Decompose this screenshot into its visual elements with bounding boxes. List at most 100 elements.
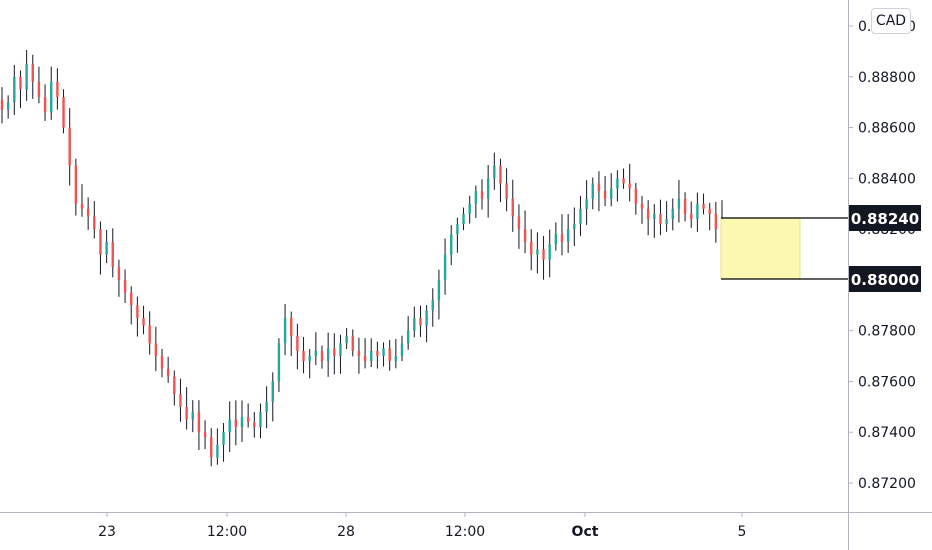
candle-body	[714, 213, 718, 230]
currency-badge[interactable]: CAD	[871, 8, 911, 34]
candle-body	[400, 343, 404, 357]
price-axis[interactable]: 0.872000.874000.876000.878000.882000.884…	[848, 19, 916, 492]
candle-body	[13, 76, 16, 103]
candle-body	[19, 76, 22, 90]
highlight-zone	[720, 217, 801, 280]
candle-body	[511, 198, 514, 217]
candle-body	[683, 198, 687, 214]
candle-body	[622, 178, 625, 184]
candle-body	[480, 191, 484, 199]
candle-body	[437, 279, 441, 301]
candle-body	[6, 102, 10, 110]
candle-body	[357, 350, 361, 357]
candle-body	[25, 64, 28, 90]
candle-body	[93, 216, 96, 230]
candle-body	[222, 432, 225, 445]
price-tick-label: 0.87200	[858, 476, 916, 492]
candle-body	[370, 350, 373, 362]
candle-body	[283, 317, 287, 344]
candle-body	[579, 208, 582, 225]
price-tick-label: 0.88800	[858, 70, 916, 86]
price-tick-label: 0.87400	[858, 425, 916, 441]
candle-body	[419, 317, 422, 326]
candle-body	[302, 350, 305, 362]
candle-body	[74, 165, 78, 204]
candle-body	[425, 310, 428, 326]
candle-body	[179, 394, 182, 407]
candle-body	[185, 406, 188, 420]
candle-body	[210, 437, 213, 458]
candle-body	[603, 191, 607, 199]
candle-body	[468, 203, 471, 214]
candle-body	[43, 97, 47, 113]
candle-body	[265, 401, 268, 412]
candle-body	[166, 368, 170, 377]
candle-body	[290, 317, 293, 336]
candle-body	[123, 279, 127, 293]
candle-body	[702, 203, 705, 209]
candle-body	[431, 300, 434, 311]
candle-body	[246, 416, 250, 423]
candle-body	[271, 381, 274, 402]
candle-body	[216, 444, 219, 458]
candle-body	[253, 422, 256, 428]
candle-body	[228, 419, 231, 433]
candle-body	[634, 188, 638, 204]
candle-body	[105, 241, 108, 255]
candle-body	[86, 208, 90, 217]
candle-body	[50, 81, 53, 113]
candle-body	[160, 356, 164, 369]
candle-body	[560, 234, 564, 242]
candle-body	[677, 198, 681, 209]
price-tag-lower: 0.88000	[849, 266, 921, 292]
candle-body	[640, 203, 644, 209]
candle-body	[136, 305, 139, 318]
candle-body	[31, 64, 34, 82]
candle-body	[523, 229, 527, 242]
price-tag-upper-label: 0.88240	[851, 210, 919, 228]
time-tick-label: 23	[98, 524, 116, 540]
time-tick-label: Oct	[572, 524, 599, 540]
candle-body	[671, 208, 674, 219]
candle-body	[474, 191, 478, 204]
candle-body	[597, 183, 601, 192]
candle-body	[0, 99, 4, 110]
candle-body	[259, 411, 262, 428]
candle-body	[314, 350, 318, 357]
candle-body	[111, 241, 114, 268]
candle-body	[326, 348, 330, 362]
candle-body	[130, 292, 133, 306]
candle-body	[554, 234, 558, 245]
price-tag-lower-label: 0.88000	[851, 271, 919, 289]
time-tick-label: 5	[738, 524, 747, 540]
time-axis[interactable]: 23 12:00 28 12:00 Oct 5	[98, 512, 746, 540]
candle-body	[394, 356, 398, 362]
candle-body	[708, 208, 711, 214]
candle-body	[585, 198, 588, 209]
candle-body	[456, 224, 459, 235]
candle-body	[99, 229, 102, 255]
time-tick-label: 28	[337, 524, 355, 540]
candle-body	[406, 330, 410, 344]
price-tick-label: 0.87600	[858, 374, 916, 390]
candle-body	[148, 325, 151, 344]
price-tick-label: 0.88400	[858, 171, 916, 187]
price-tick-label: 0.87800	[858, 324, 916, 340]
candle-body	[308, 356, 311, 362]
candle-body	[450, 234, 453, 255]
candle-body	[339, 343, 342, 357]
candle-body	[173, 376, 176, 395]
candle-body	[566, 229, 570, 242]
candle-body	[443, 254, 447, 280]
candle-body	[646, 208, 650, 219]
candlestick-series	[0, 50, 724, 467]
candle-body	[234, 419, 238, 428]
candle-body	[376, 350, 379, 357]
candle-body	[320, 350, 324, 362]
candle-body	[659, 213, 662, 225]
candle-body	[610, 188, 613, 199]
candle-body	[530, 241, 533, 255]
candle-body	[68, 127, 71, 166]
price-tag-upper: 0.88240	[849, 205, 921, 231]
